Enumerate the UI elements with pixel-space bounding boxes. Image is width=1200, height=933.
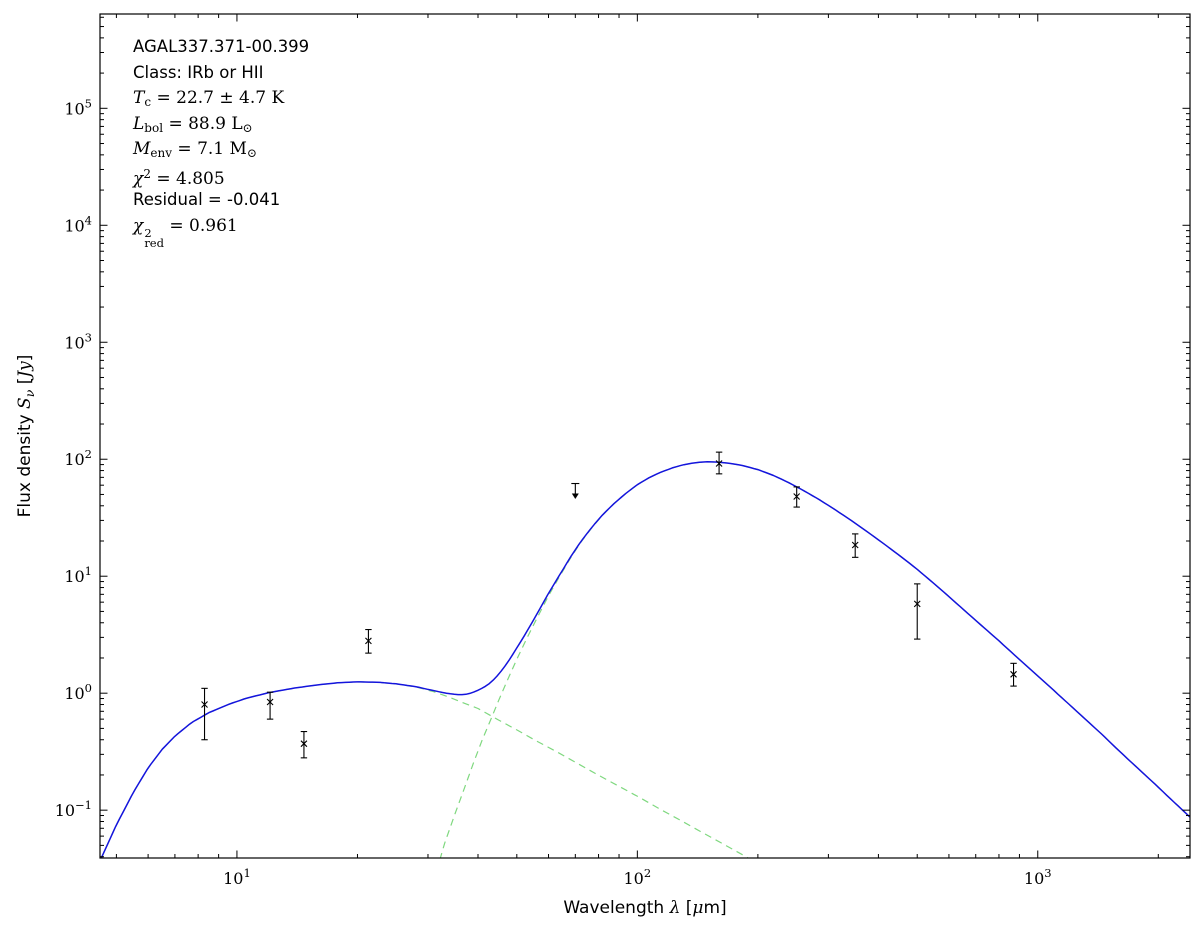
- tick-label: 103: [64, 330, 92, 352]
- y-axis-label: Flux density Sν [Jy]: [15, 355, 37, 518]
- tick-label: 101: [64, 564, 92, 586]
- chi-squared-reduced: χ 2 red = 0.961: [133, 215, 238, 250]
- data-point: [793, 486, 801, 508]
- envelope-mass: Menv = 7.1 M⊙: [133, 139, 258, 160]
- source-name: AGAL337.371-00.399: [133, 37, 310, 56]
- chi-squared: χ2 = 4.805: [133, 166, 225, 189]
- tick-label: 10−1: [55, 798, 92, 820]
- cold-component-curve: [439, 461, 1190, 858]
- tick-labels: 101 102 103 10−1 100 101 102 103 104 105: [55, 96, 1052, 888]
- data-point: [266, 691, 274, 720]
- tick-label: 103: [1024, 866, 1052, 888]
- data-point: [851, 533, 859, 558]
- data-point: [201, 687, 208, 741]
- tick-label: 105: [64, 96, 92, 118]
- residual: Residual = -0.041: [133, 190, 281, 209]
- bolometric-luminosity: Lbol = 88.9 L⊙: [133, 113, 253, 135]
- axes-frame: [99, 13, 1191, 859]
- temperature: Tc = 22.7 ± 4.7 K: [133, 88, 285, 109]
- tick-label: 102: [64, 447, 92, 469]
- tick-label: 101: [223, 866, 251, 888]
- upper-limit-marker: [571, 482, 580, 500]
- tick-label: 100: [64, 681, 92, 703]
- total-model-curve: [100, 461, 1190, 858]
- data-point: [365, 628, 372, 654]
- fit-parameters-annotation: AGAL337.371-00.399 Class: IRb or HII Tc = …: [133, 34, 310, 250]
- tick-label: 102: [624, 866, 652, 888]
- data-point: [1010, 662, 1017, 687]
- data-point: [300, 730, 308, 759]
- plot-area: [100, 461, 1190, 858]
- data-point: [913, 583, 921, 640]
- data-points: [201, 451, 1017, 759]
- tick-label: 104: [64, 213, 92, 235]
- warm-component-curve: [101, 681, 750, 858]
- axis-ticks: [100, 14, 1190, 858]
- source-class: Class: IRb or HII: [133, 62, 264, 82]
- sup-sub-stack: 2 red: [144, 225, 164, 250]
- x-axis-label: Wavelength λ [μm]: [563, 898, 726, 918]
- data-point: [715, 451, 723, 475]
